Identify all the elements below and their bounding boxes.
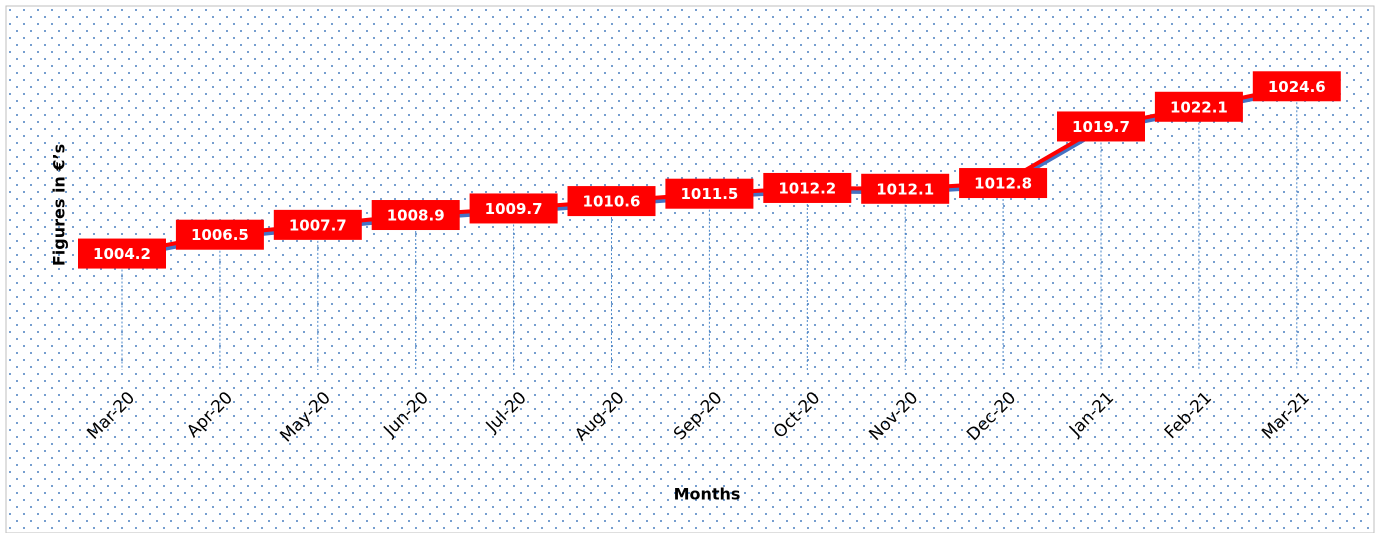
data-label-box [665, 178, 754, 209]
data-label-box [273, 209, 362, 240]
data-label: 1011.5 [680, 185, 738, 203]
data-label: 1010.6 [583, 193, 641, 211]
data-label-box [469, 193, 558, 224]
data-label: 1012.1 [876, 180, 934, 198]
data-label-box [1252, 71, 1341, 102]
data-label-box [763, 172, 852, 203]
data-label: 1007.7 [289, 216, 347, 234]
data-label-box [1057, 111, 1145, 142]
data-label: 1024.6 [1268, 78, 1326, 96]
data-label-box [371, 200, 460, 231]
data-label-box [567, 186, 656, 217]
data-label-box [78, 238, 166, 269]
data-label: 1012.8 [974, 175, 1032, 193]
data-label-box [959, 168, 1048, 199]
data-label: 1012.2 [778, 179, 836, 197]
data-label-box [175, 219, 264, 250]
data-label-box [1154, 91, 1243, 122]
data-label: 1022.1 [1170, 98, 1228, 116]
data-label: 1004.2 [93, 245, 151, 263]
data-label: 1008.9 [387, 207, 445, 225]
x-axis-title: Months [674, 485, 741, 504]
y-axis-title: Figures in €’s [50, 144, 69, 266]
data-label-box [861, 173, 950, 204]
data-label: 1006.5 [191, 226, 249, 244]
plot-background [5, 5, 1375, 533]
data-label: 1019.7 [1072, 118, 1130, 136]
data-label: 1009.7 [485, 200, 543, 218]
